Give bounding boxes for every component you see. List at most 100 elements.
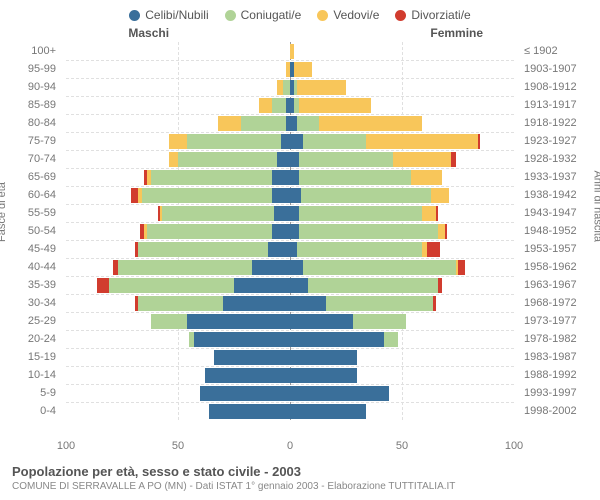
pyramid-row bbox=[66, 368, 514, 383]
footer: Popolazione per età, sesso e stato civil… bbox=[0, 458, 600, 500]
male-label: Maschi bbox=[128, 26, 169, 40]
chart-outer: Fasce di età Anni di nascita Maschi Femm… bbox=[0, 26, 600, 458]
female-half bbox=[290, 224, 514, 239]
bar-segment bbox=[272, 98, 285, 113]
bar-segment bbox=[299, 170, 411, 185]
bar-segment bbox=[277, 80, 284, 95]
bar-segment bbox=[274, 206, 290, 221]
female-half bbox=[290, 98, 514, 113]
female-half bbox=[290, 170, 514, 185]
male-half bbox=[66, 386, 290, 401]
age-label: 75-79 bbox=[14, 132, 56, 150]
plot-area bbox=[66, 42, 514, 420]
bar-segment bbox=[205, 368, 290, 383]
bar-segment bbox=[142, 188, 272, 203]
legend-swatch bbox=[129, 10, 140, 21]
pyramid-row bbox=[66, 296, 514, 311]
pyramid-row bbox=[66, 170, 514, 185]
age-labels-column: 100+95-9990-9485-8980-8475-7970-7465-696… bbox=[14, 42, 60, 440]
birth-label: 1923-1927 bbox=[524, 132, 586, 150]
bar-segment bbox=[299, 224, 438, 239]
legend-label: Vedovi/e bbox=[333, 8, 379, 22]
birth-label: 1963-1967 bbox=[524, 276, 586, 294]
bar-segment bbox=[187, 134, 281, 149]
bar-segment bbox=[272, 224, 290, 239]
bar-segment bbox=[281, 134, 290, 149]
birth-label: 1968-1972 bbox=[524, 294, 586, 312]
bar-segment bbox=[319, 116, 422, 131]
bar-segment bbox=[138, 242, 268, 257]
bar-segment bbox=[366, 134, 478, 149]
bar-segment bbox=[290, 368, 357, 383]
chart-body: 100+95-9990-9485-8980-8475-7970-7465-696… bbox=[14, 42, 586, 440]
pyramid-row bbox=[66, 332, 514, 347]
x-tick: 100 bbox=[57, 440, 75, 452]
bar-segment bbox=[297, 116, 319, 131]
bar-segment bbox=[290, 44, 294, 59]
age-label: 100+ bbox=[14, 42, 56, 60]
female-half bbox=[290, 350, 514, 365]
bar-segment bbox=[299, 206, 422, 221]
male-half bbox=[66, 260, 290, 275]
pyramid-row bbox=[66, 116, 514, 131]
bar-segment bbox=[411, 170, 442, 185]
bar-segment bbox=[268, 242, 290, 257]
legend-label: Coniugati/e bbox=[241, 8, 302, 22]
bar-segment bbox=[290, 278, 308, 293]
age-label: 5-9 bbox=[14, 384, 56, 402]
bar-segment bbox=[433, 296, 435, 311]
pyramid-row bbox=[66, 386, 514, 401]
male-half bbox=[66, 80, 290, 95]
male-half bbox=[66, 368, 290, 383]
birth-label: 1943-1947 bbox=[524, 204, 586, 222]
age-label: 45-49 bbox=[14, 240, 56, 258]
age-label: 70-74 bbox=[14, 150, 56, 168]
pyramid-row bbox=[66, 98, 514, 113]
bar-segment bbox=[303, 260, 455, 275]
bar-segment bbox=[290, 242, 297, 257]
bar-segment bbox=[384, 332, 397, 347]
bar-segment bbox=[436, 206, 438, 221]
bar-segment bbox=[301, 188, 431, 203]
legend-swatch bbox=[395, 10, 406, 21]
x-axis: 10050050100 bbox=[66, 440, 514, 458]
birth-label: 1948-1952 bbox=[524, 222, 586, 240]
bar-segment bbox=[290, 188, 301, 203]
legend-item: Coniugati/e bbox=[225, 8, 302, 22]
birth-label: 1958-1962 bbox=[524, 258, 586, 276]
legend: Celibi/NubiliConiugati/eVedovi/eDivorzia… bbox=[0, 0, 600, 26]
birth-label: 1953-1957 bbox=[524, 240, 586, 258]
pyramid-row bbox=[66, 260, 514, 275]
bar-segment bbox=[200, 386, 290, 401]
gender-header: Maschi Femmine bbox=[14, 26, 586, 42]
age-label: 0-4 bbox=[14, 402, 56, 420]
pyramid-row bbox=[66, 80, 514, 95]
pyramid-row bbox=[66, 404, 514, 419]
bar-segment bbox=[438, 224, 445, 239]
pyramid-row bbox=[66, 152, 514, 167]
birth-label: 1913-1917 bbox=[524, 96, 586, 114]
pyramid-row bbox=[66, 350, 514, 365]
legend-item: Celibi/Nubili bbox=[129, 8, 208, 22]
birth-label: 1938-1942 bbox=[524, 186, 586, 204]
age-label: 50-54 bbox=[14, 222, 56, 240]
legend-swatch bbox=[225, 10, 236, 21]
female-half bbox=[290, 404, 514, 419]
bar-segment bbox=[458, 260, 465, 275]
female-half bbox=[290, 296, 514, 311]
bar-segment bbox=[290, 152, 299, 167]
bar-segment bbox=[290, 134, 303, 149]
bar-segment bbox=[151, 314, 187, 329]
male-half bbox=[66, 296, 290, 311]
bar-segment bbox=[393, 152, 451, 167]
bar-segment bbox=[178, 152, 277, 167]
birth-label: 1998-2002 bbox=[524, 402, 586, 420]
bar-segment bbox=[272, 188, 290, 203]
female-half bbox=[290, 332, 514, 347]
pyramid-row bbox=[66, 314, 514, 329]
age-label: 20-24 bbox=[14, 330, 56, 348]
pyramid-row bbox=[66, 62, 514, 77]
bar-segment bbox=[194, 332, 290, 347]
bar-segment bbox=[290, 260, 303, 275]
bar-segment bbox=[294, 62, 312, 77]
